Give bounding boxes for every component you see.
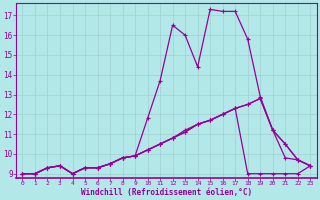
X-axis label: Windchill (Refroidissement éolien,°C): Windchill (Refroidissement éolien,°C) <box>81 188 252 197</box>
